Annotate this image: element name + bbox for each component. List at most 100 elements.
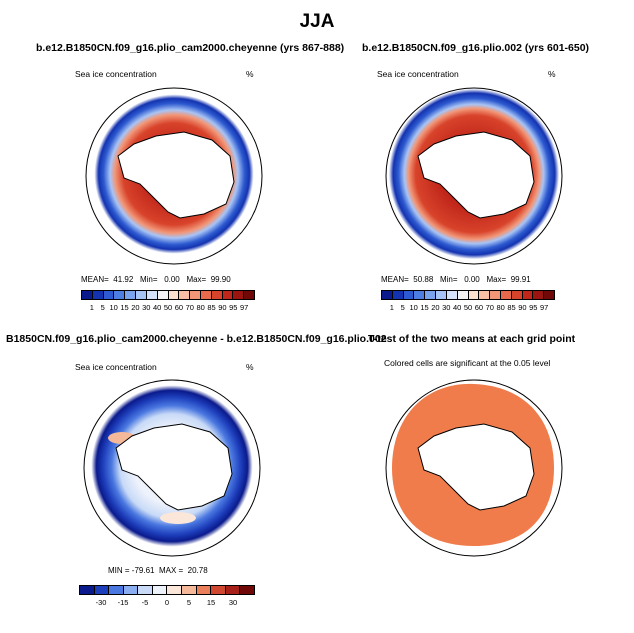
colorbar-swatch xyxy=(123,586,139,594)
panel-2-units: % xyxy=(548,69,556,79)
colorbar-tick-label: 5 xyxy=(100,303,105,312)
colorbar-swatch xyxy=(240,586,254,594)
colorbar-swatch xyxy=(490,291,501,299)
panel-3-variable: Sea ice concentration xyxy=(75,362,157,372)
panel-1-colorbar xyxy=(81,290,255,300)
antarctica-coastline-icon xyxy=(115,423,233,511)
colorbar-swatch xyxy=(414,291,426,299)
colorbar-swatch xyxy=(468,291,480,299)
colorbar-tick-label: 95 xyxy=(529,303,538,312)
colorbar-tick-label: 70 xyxy=(485,303,494,312)
colorbar-swatch xyxy=(425,291,437,299)
panel-2-stats: MEAN= 50.88 Min= 0.00 Max= 99.91 xyxy=(381,275,531,284)
colorbar-swatch xyxy=(392,291,404,299)
colorbar-swatch xyxy=(167,586,183,594)
colorbar-tick-label: 30 xyxy=(442,303,451,312)
colorbar-tick-label: 90 xyxy=(518,303,527,312)
colorbar-tick-label: 90 xyxy=(218,303,227,312)
colorbar-swatch xyxy=(222,291,234,299)
colorbar-tick-label: 95 xyxy=(229,303,238,312)
colorbar-swatch xyxy=(82,291,93,299)
colorbar-swatch xyxy=(152,586,168,594)
panel-3-units: % xyxy=(246,362,254,372)
colorbar-tick-label: 97 xyxy=(239,303,249,312)
colorbar-tick-label: 85 xyxy=(507,303,516,312)
colorbar-tick-label: 15 xyxy=(120,303,129,312)
colorbar-swatch xyxy=(211,291,223,299)
colorbar-swatch xyxy=(114,291,126,299)
panel-1-title: b.e12.B1850CN.f09_g16.plio_cam2000.cheye… xyxy=(36,42,345,54)
panel-4-note: Colored cells are significant at the 0.0… xyxy=(384,358,551,368)
colorbar-tick-label: 20 xyxy=(431,303,440,312)
colorbar-swatch xyxy=(200,291,212,299)
colorbar-swatch xyxy=(511,291,523,299)
colorbar-swatch xyxy=(92,291,104,299)
colorbar-swatch xyxy=(225,586,241,594)
colorbar-swatch xyxy=(103,291,115,299)
colorbar-tick-label: 1 xyxy=(389,303,394,312)
colorbar-tick-label: 60 xyxy=(174,303,184,312)
colorbar-tick-label: 40 xyxy=(452,303,462,312)
colorbar-swatch xyxy=(146,291,158,299)
colorbar-tick-label: 60 xyxy=(474,303,484,312)
colorbar-tick-label: 1 xyxy=(89,303,94,312)
colorbar-swatch xyxy=(211,586,226,594)
colorbar-swatch xyxy=(182,586,197,594)
colorbar-tick-label: 10 xyxy=(409,303,418,312)
antarctica-coastline-icon xyxy=(117,131,235,219)
panel-2-colorbar xyxy=(381,290,555,300)
colorbar-swatch xyxy=(446,291,458,299)
panel-3-colorbar-ticks: -30 -15 -5 0 5 15 30 xyxy=(79,598,255,608)
colorbar-swatch xyxy=(190,291,201,299)
antarctica-coastline-icon xyxy=(417,423,535,511)
panel-2-map xyxy=(385,87,563,265)
colorbar-swatch xyxy=(168,291,180,299)
figure-title: JJA xyxy=(299,11,335,32)
colorbar-swatch xyxy=(125,291,137,299)
panel-3-colorbar xyxy=(79,585,255,595)
colorbar-tick-label: 97 xyxy=(539,303,549,312)
colorbar-tick-label: 70 xyxy=(185,303,194,312)
panel-2-title: b.e12.B1850CN.f09_g16.plio.002 (yrs 601-… xyxy=(362,42,590,54)
colorbar-swatch xyxy=(500,291,512,299)
colorbar-swatch xyxy=(457,291,469,299)
colorbar-tick-label: 30 xyxy=(228,598,238,607)
panel-2-colorbar-ticks: 1 5 10 15 20 30 40 50 60 70 80 85 90 95 97 xyxy=(381,303,555,313)
panel-1-variable: Sea ice concentration xyxy=(75,69,157,79)
colorbar-swatch xyxy=(157,291,169,299)
colorbar-swatch xyxy=(479,291,491,299)
panel-4-map xyxy=(385,379,563,557)
colorbar-swatch xyxy=(436,291,447,299)
colorbar-swatch xyxy=(179,291,191,299)
panel-3-stats: MIN = -79.61 MAX = 20.78 xyxy=(108,566,208,575)
colorbar-tick-label: 5 xyxy=(186,598,192,607)
panel-3-map xyxy=(83,379,261,557)
panel-2-variable: Sea ice concentration xyxy=(377,69,459,79)
colorbar-swatch xyxy=(233,291,245,299)
panel-1-colorbar-ticks: 1 5 10 15 20 30 40 50 60 70 80 85 90 95 97 xyxy=(81,303,255,313)
colorbar-swatch xyxy=(382,291,393,299)
colorbar-tick-label: 15 xyxy=(420,303,429,312)
colorbar-swatch xyxy=(138,586,153,594)
colorbar-tick-label: -15 xyxy=(117,598,129,607)
colorbar-tick-label: 0 xyxy=(164,598,170,607)
colorbar-tick-label: 50 xyxy=(163,303,173,312)
panel-1-map xyxy=(85,87,263,265)
panel-1-stats: MEAN= 41.92 Min= 0.00 Max= 99.90 xyxy=(81,275,231,284)
panel-4-title: T-test of the two means at each grid poi… xyxy=(368,333,576,345)
colorbar-tick-label: 80 xyxy=(196,303,205,312)
colorbar-tick-label: 30 xyxy=(142,303,151,312)
colorbar-tick-label: 85 xyxy=(207,303,216,312)
colorbar-tick-label: 40 xyxy=(152,303,162,312)
colorbar-swatch xyxy=(196,586,212,594)
panel-1-units: % xyxy=(246,69,254,79)
colorbar-swatch xyxy=(109,586,124,594)
colorbar-swatch xyxy=(544,291,554,299)
colorbar-swatch xyxy=(403,291,415,299)
colorbar-tick-label: -30 xyxy=(95,598,107,607)
colorbar-tick-label: 80 xyxy=(496,303,505,312)
colorbar-swatch xyxy=(94,586,110,594)
colorbar-tick-label: 10 xyxy=(109,303,118,312)
colorbar-tick-label: 20 xyxy=(131,303,140,312)
colorbar-tick-label: 5 xyxy=(400,303,405,312)
